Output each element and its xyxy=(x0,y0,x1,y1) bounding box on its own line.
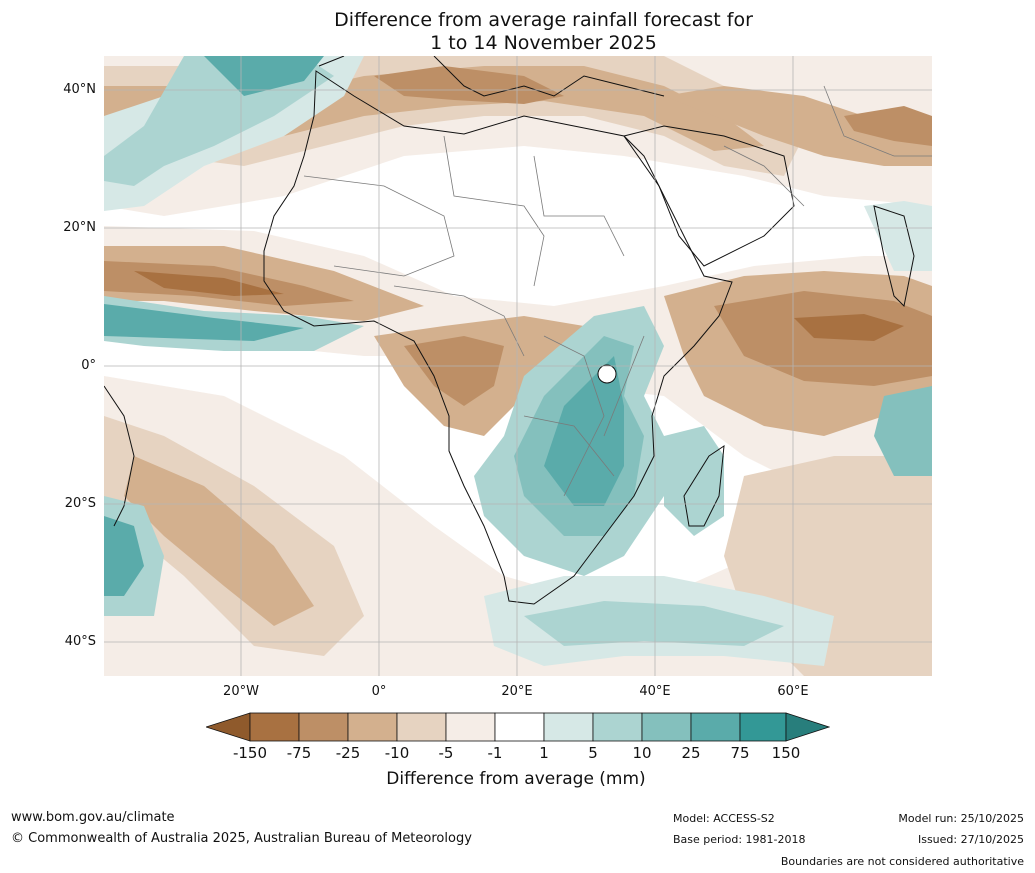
legend-tick: -1 xyxy=(487,744,503,762)
wet-zone-madagascar xyxy=(664,426,724,536)
legend-swatch-2 xyxy=(298,712,349,742)
legend-tick: 1 xyxy=(539,744,549,762)
wet-zone-east-indian xyxy=(874,386,932,476)
dry-zone-iran-core xyxy=(844,106,932,146)
legend-swatch-7 xyxy=(543,712,594,742)
lon-label-20w: 20°W xyxy=(223,684,259,699)
legend-swatch-6 xyxy=(494,712,545,742)
legend-swatch-9 xyxy=(641,712,692,742)
dry-zone-mediterranean-core xyxy=(374,66,564,104)
legend-tick: -5 xyxy=(438,744,454,762)
legend-tick: 5 xyxy=(588,744,598,762)
model-name: Model: ACCESS-S2 xyxy=(673,812,775,825)
legend-tick: 75 xyxy=(730,744,750,762)
lon-label-60e: 60°E xyxy=(777,684,809,699)
boundaries-disclaimer: Boundaries are not considered authoritat… xyxy=(780,855,1024,868)
lat-label-40s: 40°S xyxy=(64,634,96,649)
lake-victoria xyxy=(597,364,617,384)
legend-swatch-3 xyxy=(347,712,398,742)
lat-label-0: 0° xyxy=(81,358,96,373)
wet-zone-north-atlantic-mid xyxy=(104,56,334,186)
wet-zone-atlantic-equatorial-core xyxy=(104,304,304,341)
wet-zone-india xyxy=(864,201,932,271)
legend-tick: -150 xyxy=(232,744,268,762)
dry-zone-atlantic-max xyxy=(134,271,284,296)
dry-zone-congo-core xyxy=(404,336,504,406)
base-period: Base period: 1981-2018 xyxy=(673,833,806,846)
legend-tick: 25 xyxy=(681,744,701,762)
copyright-text: © Commonwealth of Australia 2025, Austra… xyxy=(11,831,472,846)
legend-swatch-4 xyxy=(396,712,447,742)
map-title: Difference from average rainfall forecas… xyxy=(0,9,1035,55)
title-line-2: 1 to 14 November 2025 xyxy=(430,32,657,54)
lon-label-40e: 40°E xyxy=(639,684,671,699)
lat-label-40n: 40°N xyxy=(63,82,96,97)
country-borders xyxy=(303,85,932,497)
website-link[interactable]: www.bom.gov.au/climate xyxy=(11,810,175,825)
legend-swatch-10 xyxy=(690,712,741,742)
legend-swatch-8 xyxy=(592,712,643,742)
map-canvas xyxy=(104,56,932,676)
legend-colorbar xyxy=(206,712,830,742)
dry-zone-iran xyxy=(664,86,932,166)
wet-zone-southern-ocean-mid xyxy=(524,601,784,646)
legend-tick: -75 xyxy=(286,744,312,762)
legend-tick: -25 xyxy=(335,744,361,762)
wet-zone-north-atlantic-core xyxy=(204,56,324,96)
legend-swatch-11 xyxy=(739,712,787,742)
india-coastline xyxy=(873,205,915,308)
legend-tick: -10 xyxy=(384,744,410,762)
south-america-coastline xyxy=(104,385,135,527)
legend-swatch-0 xyxy=(206,712,251,742)
lat-label-20n: 20°N xyxy=(63,220,96,235)
title-line-1: Difference from average rainfall forecas… xyxy=(334,9,753,31)
madagascar-coastline xyxy=(683,444,725,527)
legend-swatch-12 xyxy=(785,712,830,742)
africa-coastline xyxy=(263,70,733,605)
legend-tick: 150 xyxy=(771,744,801,762)
lon-label-20e: 20°E xyxy=(501,684,533,699)
legend-swatch-5 xyxy=(445,712,496,742)
europe-coastline xyxy=(318,56,665,97)
legend-swatch-1 xyxy=(249,712,300,742)
rainfall-anomaly-map xyxy=(104,56,932,676)
arabia-coastline xyxy=(623,125,795,267)
wet-zone-south-atlantic-core xyxy=(104,516,144,596)
legend-title: Difference from average (mm) xyxy=(386,769,646,789)
dry-zone-south-atlantic-core xyxy=(124,456,314,626)
dry-zone-indian-ocean-max xyxy=(794,314,904,341)
model-run-date: Model run: 25/10/2025 xyxy=(898,812,1024,825)
issued-date: Issued: 27/10/2025 xyxy=(917,833,1024,846)
graticule xyxy=(104,56,932,676)
dry-zone-indian-ocean-core xyxy=(714,291,932,386)
lon-label-0: 0° xyxy=(371,684,387,699)
wet-zone-southern-africa-core xyxy=(544,356,624,506)
legend-tick: 10 xyxy=(632,744,652,762)
lat-label-20s: 20°S xyxy=(64,496,96,511)
coastlines xyxy=(104,56,915,605)
